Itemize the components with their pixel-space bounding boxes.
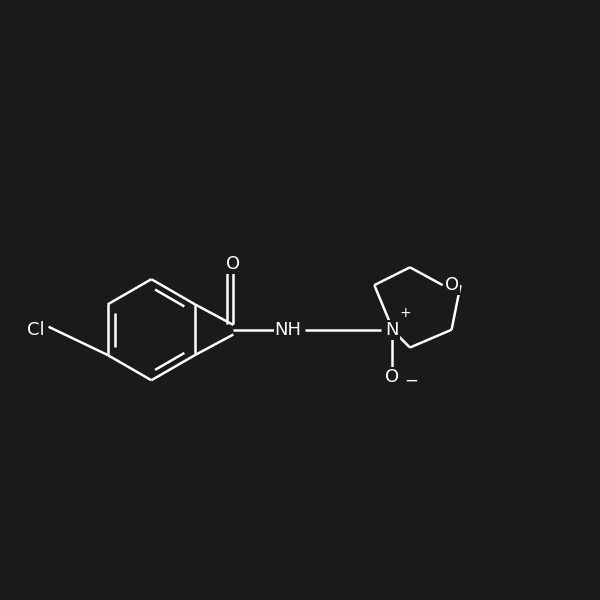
- Text: −: −: [404, 371, 418, 389]
- Text: +: +: [400, 306, 411, 320]
- Text: O: O: [445, 276, 458, 294]
- Text: O: O: [385, 368, 399, 386]
- Text: O: O: [226, 256, 241, 274]
- Text: Cl: Cl: [26, 321, 44, 339]
- Text: N: N: [385, 321, 399, 339]
- Text: NH: NH: [275, 321, 302, 339]
